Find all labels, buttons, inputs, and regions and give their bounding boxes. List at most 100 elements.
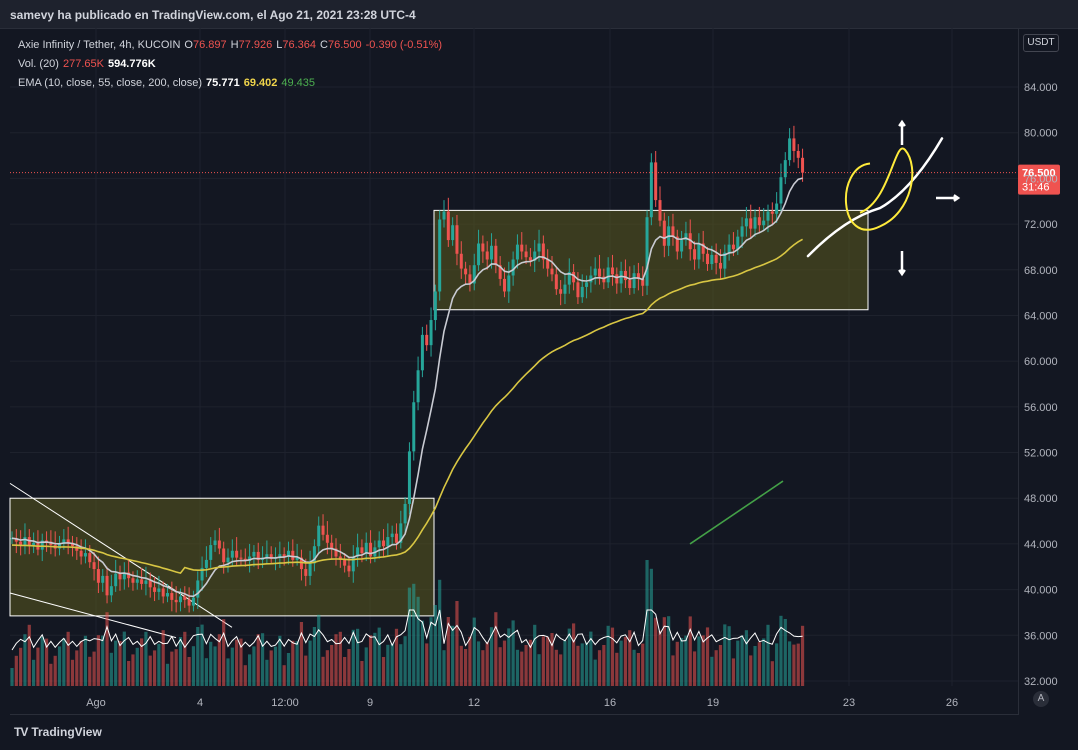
- candle-body: [559, 289, 563, 294]
- currency-button[interactable]: USDT: [1023, 34, 1059, 52]
- candle-body: [593, 268, 597, 276]
- volume-bar: [589, 631, 593, 686]
- candle-body: [157, 588, 161, 592]
- candle-body: [744, 218, 748, 227]
- y-tick-label: 32.000: [1024, 676, 1058, 688]
- volume-bar: [161, 630, 165, 686]
- volume-bar: [88, 656, 92, 686]
- volume-bar: [347, 649, 351, 686]
- volume-bar: [14, 655, 18, 686]
- volume-bar: [412, 583, 416, 686]
- candle-body: [649, 162, 653, 218]
- tradingview-brand[interactable]: TV TradingView: [14, 725, 102, 739]
- legend-volume-row: Vol. (20) 277.65K 594.776K: [18, 55, 442, 74]
- candle-body: [537, 243, 541, 252]
- candle-body: [528, 257, 532, 261]
- candle-body: [135, 579, 139, 583]
- axes: 84.000 80.000 76.000 72.000 68.000 64.000 60.0…: [86, 82, 1057, 709]
- candle-body: [796, 150, 800, 158]
- volume-bar: [554, 649, 558, 686]
- candle-body: [554, 274, 558, 290]
- high-value: 77.926: [238, 39, 273, 51]
- candle-body: [187, 599, 191, 606]
- volume-bar: [459, 645, 463, 686]
- legend-ema-row: EMA (10, close, 55, close, 200, close) 7…: [18, 74, 442, 93]
- candle-body: [658, 200, 662, 221]
- volume-bar: [57, 646, 62, 686]
- volume-bar: [766, 624, 770, 686]
- candle-body: [606, 267, 610, 283]
- y-tick-label: 68.000: [1024, 265, 1058, 277]
- candle-body: [533, 251, 537, 261]
- volume-bar: [619, 640, 623, 686]
- volume-bar: [222, 619, 226, 686]
- volume-bar: [49, 663, 53, 686]
- volume-bar: [209, 641, 213, 686]
- volume-bar: [70, 659, 75, 686]
- volume-bar: [248, 654, 252, 686]
- chart-legend: Axie Infinity / Tether, 4h, KUCOIN O76.8…: [18, 36, 442, 93]
- legend-symbol: Axie Infinity / Tether, 4h, KUCOIN: [18, 39, 181, 51]
- candle-body: [425, 334, 429, 346]
- candle-body: [299, 557, 303, 570]
- volume-label: Vol. (20): [18, 58, 59, 70]
- volume-bar: [105, 612, 109, 686]
- volume-bar: [606, 625, 610, 686]
- volume-bar: [632, 649, 636, 686]
- projection-curve: [806, 137, 944, 258]
- candle-body: [585, 282, 589, 287]
- volume-bar: [140, 638, 144, 686]
- volume-bar: [62, 638, 66, 686]
- volume-value-1: 277.65K: [62, 58, 104, 70]
- ema-label: EMA (10, close, 55, close, 200, close): [18, 77, 203, 89]
- candle-body: [662, 220, 666, 246]
- volume-bar: [658, 630, 662, 686]
- volume-bar: [757, 642, 761, 686]
- volume-bar: [559, 654, 563, 686]
- volume-bar: [101, 635, 105, 686]
- auto-scale-button[interactable]: A: [1033, 691, 1049, 707]
- y-tick-label: 44.000: [1024, 539, 1058, 551]
- candle-body: [645, 217, 649, 286]
- volume-bar: [744, 630, 748, 686]
- volume-bar: [373, 632, 377, 686]
- volume-bar: [239, 638, 243, 686]
- x-tick-label: 19: [707, 697, 719, 709]
- volume-bar: [494, 612, 498, 686]
- y-tick-label: 72.000: [1024, 219, 1058, 231]
- volume-bar: [537, 654, 541, 686]
- candle-body: [511, 259, 515, 276]
- candle-body: [122, 572, 126, 580]
- publisher-bar: samevy ha publicado en TradingView.com, …: [0, 0, 1078, 29]
- volume-bar: [152, 650, 157, 686]
- candle-body: [66, 539, 70, 543]
- range-boxes: [9, 209, 869, 639]
- volume-bar: [507, 628, 511, 686]
- volume-bar: [502, 640, 507, 686]
- volume-bar: [252, 646, 256, 686]
- candle-body: [161, 588, 165, 597]
- volume-bar: [131, 654, 135, 686]
- candle-body: [252, 551, 256, 557]
- candle-body: [788, 138, 792, 161]
- ema-lines: [11, 177, 803, 651]
- candle-body: [727, 244, 731, 253]
- volume-bar: [464, 649, 468, 686]
- volume-bar: [109, 652, 113, 686]
- volume-bar: [269, 650, 273, 686]
- volume-bar: [304, 655, 308, 686]
- volume-bar: [775, 643, 779, 686]
- volume-bar: [615, 652, 619, 686]
- volume-bar: [165, 663, 170, 686]
- volume-bar: [312, 627, 316, 686]
- volume-bar: [407, 587, 412, 686]
- volume-bar: [788, 641, 792, 686]
- candle-body: [753, 217, 757, 229]
- volume-bar: [183, 631, 187, 686]
- volume-bar: [770, 661, 774, 686]
- ema-200-line: [689, 480, 784, 545]
- volume-bar: [243, 665, 247, 686]
- volume-bar: [170, 651, 174, 686]
- legend-ohlc-row: Axie Infinity / Tether, 4h, KUCOIN O76.8…: [18, 36, 442, 55]
